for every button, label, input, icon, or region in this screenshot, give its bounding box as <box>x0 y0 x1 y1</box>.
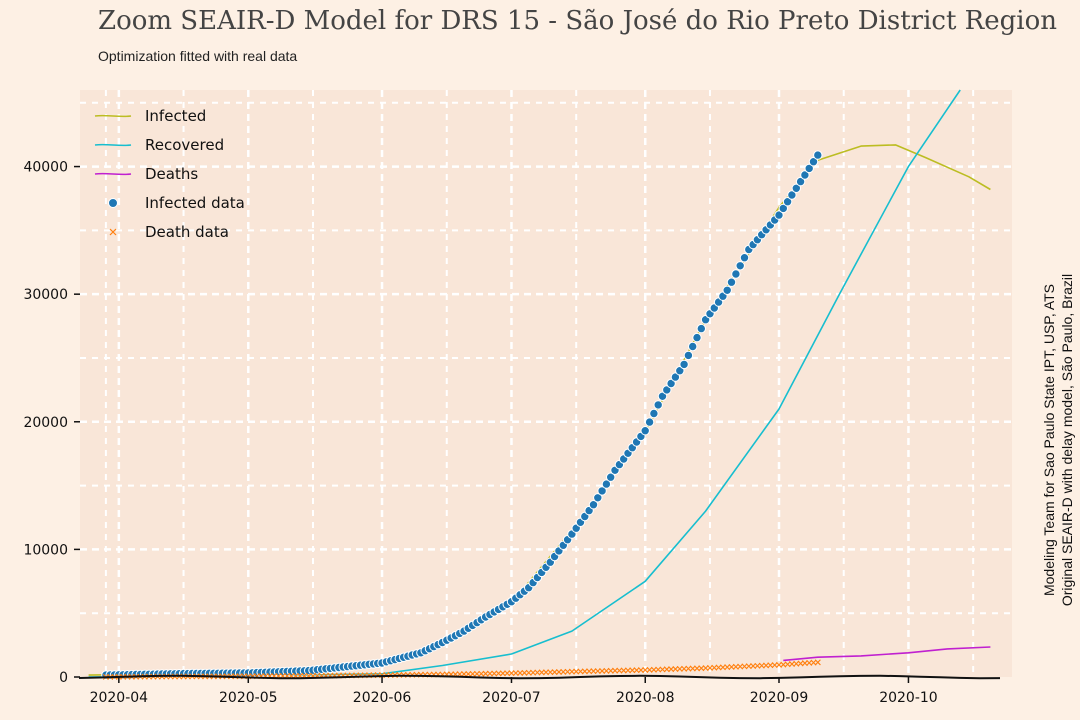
infected-data-point <box>735 261 745 271</box>
infected-data-point <box>778 203 788 214</box>
y-tick-label: 10000 <box>23 542 68 558</box>
legend-label-death-data: Death data <box>145 223 229 241</box>
chart-title: Zoom SEAIR-D Model for DRS 15 - São José… <box>98 6 1057 36</box>
x-tick-label: 2020-05 <box>219 690 278 706</box>
y-tick-label: 0 <box>59 670 68 686</box>
y-tick-label: 20000 <box>23 415 68 431</box>
legend-swatch-infected-data <box>108 198 118 208</box>
x-tick-label: 2020-10 <box>879 690 938 706</box>
infected-data-point <box>588 500 599 510</box>
infected-data-point <box>644 417 655 427</box>
infected-data-point <box>722 285 732 295</box>
infected-data-point <box>679 359 689 370</box>
x-tick-label: 2020-08 <box>616 690 675 706</box>
infected-data-point <box>692 332 702 343</box>
infected-data-point <box>662 385 672 395</box>
infected-data-point <box>795 176 806 187</box>
infected-data-point <box>696 323 706 334</box>
infected-data-point <box>666 378 676 389</box>
x-tick-label: 2020-06 <box>353 690 412 706</box>
series-layer <box>88 89 991 680</box>
infected-data-point <box>688 341 698 352</box>
legend-swatch-death-data <box>109 228 117 236</box>
infected-data-point <box>653 400 663 410</box>
infected-data-point <box>601 479 612 489</box>
axes: 2020-04 2020-05 2020-06 2020-07 2020-08 2020-… <box>23 160 1001 706</box>
death-data-point <box>814 659 821 666</box>
plot-background <box>80 90 1012 677</box>
x-tick-label: 2020-09 <box>750 690 809 706</box>
infected-data-point <box>782 197 793 207</box>
infected-data-point <box>787 190 797 200</box>
infected-data-point <box>675 366 685 376</box>
legend-swatch-infected <box>94 114 132 118</box>
series-line-deaths <box>783 646 991 662</box>
y-tick-label: 30000 <box>23 287 68 303</box>
infected-data-point <box>800 170 810 180</box>
legend-label-deaths: Deaths <box>145 165 198 183</box>
legend: Infected Recovered Deaths Infected data Deat… <box>94 107 245 241</box>
infected-data-point <box>739 253 750 263</box>
infected-data-point <box>606 472 616 482</box>
y-tick-label: 40000 <box>23 160 68 176</box>
infected-data-point <box>640 426 650 436</box>
infected-data-point <box>597 486 607 496</box>
legend-label-infected-data: Infected data <box>145 194 245 212</box>
series-line-recovered <box>88 89 961 677</box>
infected-data-point <box>813 150 823 160</box>
chart-subtitle: Optimization fitted with real data <box>98 48 298 64</box>
infected-data-point <box>791 183 801 194</box>
legend-swatch-deaths <box>94 172 132 176</box>
infected-data-point <box>657 391 668 401</box>
infected-data-point <box>774 210 784 220</box>
legend-label-recovered: Recovered <box>145 136 224 154</box>
infected-data-point <box>683 350 694 361</box>
infected-data-point <box>731 269 741 279</box>
infected-data-point <box>670 372 681 382</box>
x-axis-line <box>79 674 1001 680</box>
series-scatter-infected-data <box>101 150 823 680</box>
gridlines <box>80 90 1012 677</box>
infected-data-point <box>649 408 659 419</box>
infected-data-point <box>726 277 737 287</box>
legend-swatch-recovered <box>94 143 132 147</box>
x-tick-label: 2020-07 <box>482 690 541 706</box>
x-tick-label: 2020-04 <box>90 690 149 706</box>
infected-data-point <box>808 157 819 167</box>
infected-data-point <box>593 493 603 503</box>
legend-label-infected: Infected <box>145 107 206 125</box>
infected-data-point <box>804 163 814 174</box>
